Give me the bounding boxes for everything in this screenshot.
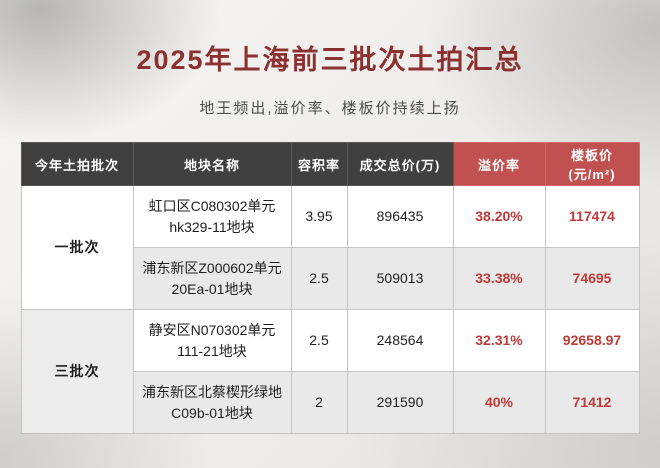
cell-floor-area-ratio: 2.5 [290,309,348,372]
cell-floor-area-ratio: 3.95 [290,185,348,248]
plot-name-line1: 静安区N070302单元 [148,322,276,339]
cell-total-price: 291590 [346,371,454,434]
cell-batch-1: 一批次 [20,185,134,310]
page-subtitle: 地王频出,溢价率、楼板价持续上扬 [199,100,461,117]
cell-floor-price: 71412 [544,371,640,434]
table-row-jingan: 三批次 静安区N070302单元 111-21地块 2.5 248564 32.… [20,309,640,434]
table-row-pudong-beicai: 浦东新区北蔡楔形绿地 C09b-01地块 2 291590 40% 71412 [21,371,640,434]
land-auction-table: 今年土拍批次 地块名称 容积率 成交总价(万) 溢价率 楼板价(元/m²) 一批… [20,142,640,434]
plot-name-line2: 20Ea-01地块 [171,280,253,297]
cell-total-price: 248564 [346,309,454,372]
page-title: 2025年上海前三批次土拍汇总 [136,45,524,75]
cell-plot-name: 静安区N070302单元 111-21地块 [132,309,292,372]
plot-name-line1: 虹口区C080302单元 [148,198,276,215]
col-header-floor-price: 楼板价(元/m²) [544,142,640,186]
cell-premium-rate: 38.20% [452,185,546,248]
cell-total-price: 896435 [346,185,454,248]
col-header-total-price: 成交总价(万) [346,142,454,186]
cell-premium-rate: 40% [452,371,546,434]
plot-name-line1: 浦东新区Z000602单元 [142,260,282,277]
cell-batch-3: 三批次 [20,309,134,434]
col-header-batch: 今年土拍批次 [20,142,134,186]
cell-plot-name: 虹口区C080302单元 hk329-11地块 [132,185,292,248]
cell-floor-price: 117474 [544,185,640,248]
plot-name-line2: C09b-01地块 [171,404,253,421]
plot-name-line2: 111-21地块 [177,342,247,359]
table-row-pudong-z000602: 浦东新区Z000602单元 20Ea-01地块 2.5 509013 33.38… [21,247,640,310]
cell-plot-name: 浦东新区北蔡楔形绿地 C09b-01地块 [132,371,292,434]
col-header-premium-rate: 溢价率 [452,142,546,186]
plot-name-line1: 浦东新区北蔡楔形绿地 [142,384,282,401]
cell-premium-rate: 33.38% [452,247,546,310]
cell-floor-price: 74695 [544,247,640,310]
col-header-plot-name: 地块名称 [132,142,292,186]
col-header-floor-area-ratio: 容积率 [290,142,348,186]
cell-floor-area-ratio: 2.5 [290,247,348,310]
cell-premium-rate: 32.31% [452,309,546,372]
cell-floor-area-ratio: 2 [290,371,348,434]
cell-total-price: 509013 [346,247,454,310]
cell-plot-name: 浦东新区Z000602单元 20Ea-01地块 [132,247,292,310]
cell-floor-price: 92658.97 [544,309,640,372]
table-row-hongkou: 一批次 虹口区C080302单元 hk329-11地块 3.95 896435 … [20,185,640,310]
table-header-row: 今年土拍批次 地块名称 容积率 成交总价(万) 溢价率 楼板价(元/m²) [20,142,640,186]
plot-name-line2: hk329-11地块 [169,218,255,235]
